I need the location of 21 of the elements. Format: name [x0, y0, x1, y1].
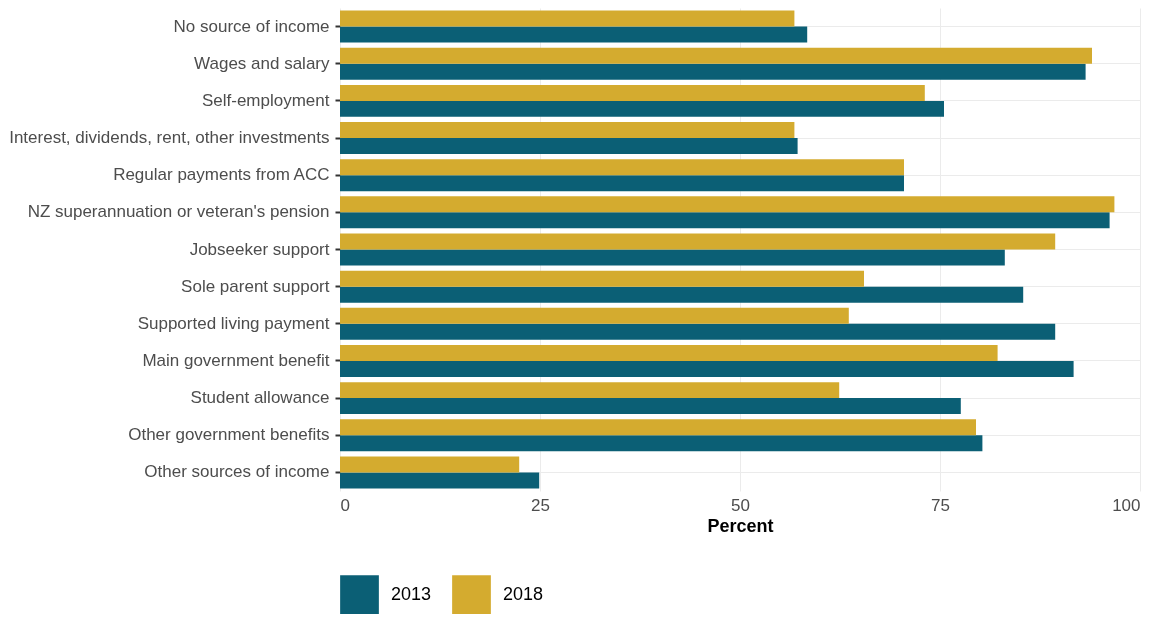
y-tick-label: Self-employment: [201, 90, 330, 110]
x-tick-label: 25: [531, 495, 550, 515]
y-tick-label: Interest, dividends, rent, other investments: [9, 128, 330, 148]
y-tick-label: Student allowance: [190, 388, 330, 408]
legend-label: 2018: [503, 583, 544, 604]
y-tick-label: Regular payments from ACC: [113, 165, 330, 185]
y-tick-label: Jobseeker support: [189, 239, 330, 259]
x-tick-label: 50: [731, 495, 750, 515]
x-tick-label: 0: [340, 495, 350, 515]
y-tick-label: Sole parent support: [181, 276, 330, 296]
legend-label: 2013: [391, 583, 432, 604]
y-tick-label: Other government benefits: [128, 425, 330, 445]
y-tick-label: Wages and salary: [194, 53, 330, 73]
x-tick-label: 75: [931, 495, 950, 515]
y-tick-label: No source of income: [173, 16, 330, 36]
y-tick-label: NZ superannuation or veteran's pension: [27, 202, 330, 222]
y-tick-label: Supported living payment: [137, 313, 330, 333]
y-tick-label: Main government benefit: [142, 350, 330, 370]
x-axis-title: Percent: [707, 515, 774, 536]
x-tick-label: 100: [1112, 495, 1141, 515]
y-tick-label: Other sources of income: [144, 462, 330, 482]
